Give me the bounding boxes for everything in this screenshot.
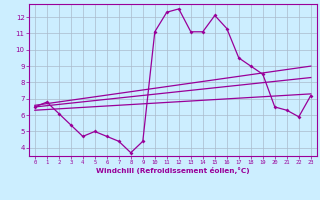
X-axis label: Windchill (Refroidissement éolien,°C): Windchill (Refroidissement éolien,°C)	[96, 167, 250, 174]
